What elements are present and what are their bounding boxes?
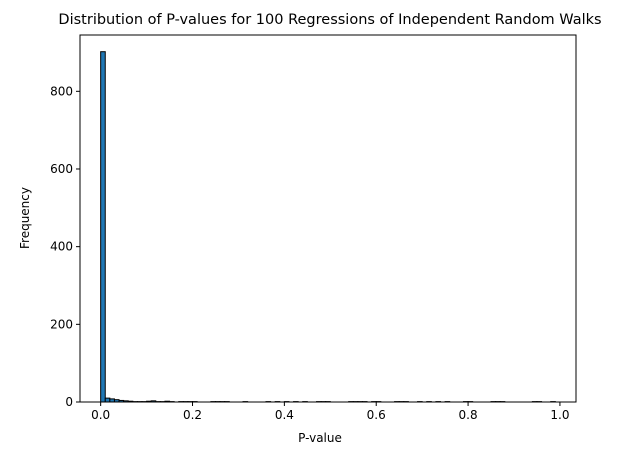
y-axis-ticks: 0 200 400 600 800 <box>50 84 80 409</box>
y-axis-label: Frequency <box>18 187 32 249</box>
y-tick-label: 600 <box>50 162 73 176</box>
x-axis-label: P-value <box>298 431 342 445</box>
x-axis-ticks: 0.0 0.2 0.4 0.6 0.8 1.0 <box>91 402 569 422</box>
chart-title: Distribution of P-values for 100 Regress… <box>58 12 601 28</box>
y-tick-label: 0 <box>65 395 73 409</box>
y-tick-label: 400 <box>50 240 73 254</box>
x-tick-label: 0.0 <box>91 408 110 422</box>
x-tick-label: 0.2 <box>183 408 202 422</box>
x-tick-label: 0.6 <box>367 408 386 422</box>
x-tick-label: 0.4 <box>275 408 294 422</box>
histogram-bar <box>100 51 106 403</box>
bars-group <box>100 51 556 403</box>
y-tick-label: 800 <box>50 84 73 98</box>
x-tick-label: 0.8 <box>459 408 478 422</box>
y-tick-label: 200 <box>50 317 73 331</box>
plot-frame <box>79 34 577 403</box>
histogram-bar <box>104 397 111 403</box>
x-tick-label: 1.0 <box>550 408 569 422</box>
